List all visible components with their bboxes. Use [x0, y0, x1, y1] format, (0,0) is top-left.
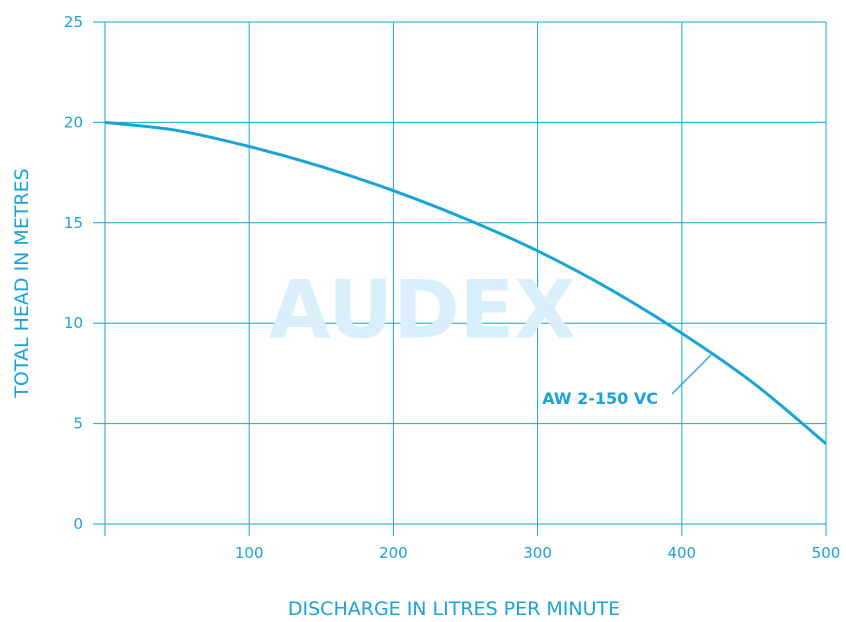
x-tick-label: 300: [523, 544, 552, 562]
series-label: AW 2-150 VC: [542, 389, 658, 408]
y-tick-label: 15: [64, 214, 83, 232]
x-tick-label: 400: [667, 544, 696, 562]
series-line-aw-2-150-vc: [104, 120, 827, 445]
y-axis-title: TOTAL HEAD IN METRES: [11, 168, 33, 398]
grid: [93, 21, 827, 536]
y-tick-label: 10: [64, 314, 83, 332]
x-tick-label: 200: [379, 544, 408, 562]
watermark-logo: AUDEX: [269, 263, 576, 356]
y-tick-label: 5: [73, 415, 83, 433]
y-tick-label: 0: [73, 515, 83, 533]
tick-labels: 0 5 10 15 20 25 100 200 300 400 500: [64, 13, 840, 562]
x-tick-label: 100: [235, 544, 264, 562]
y-tick-label: 20: [64, 113, 83, 131]
x-axis-title: DISCHARGE IN LITRES PER MINUTE: [288, 598, 620, 620]
y-tick-label: 25: [64, 13, 83, 31]
x-tick-label: 500: [812, 544, 841, 562]
series-label-leader: [671, 354, 712, 395]
